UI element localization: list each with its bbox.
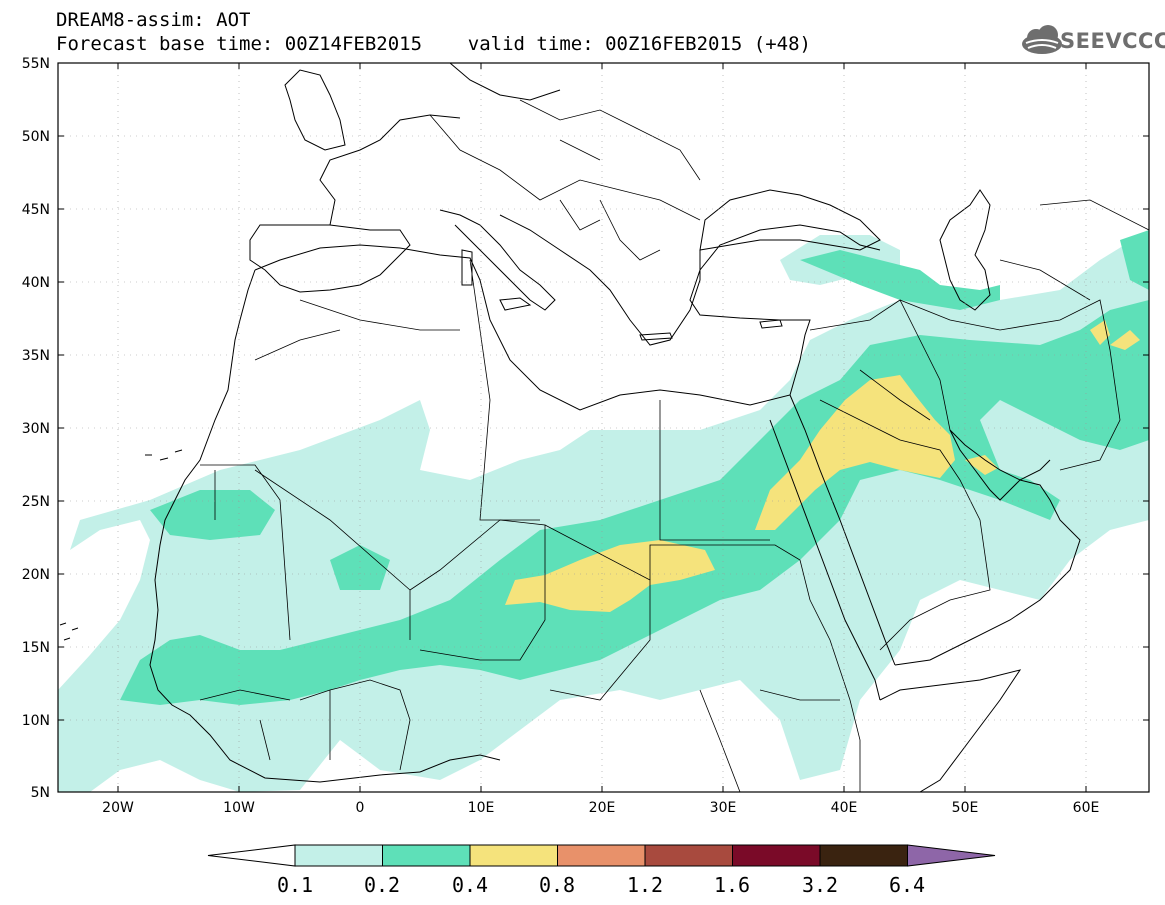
- france-coast: [319, 114, 461, 226]
- cloud-logo-icon: [1022, 25, 1062, 54]
- tick-marks: [58, 62, 1149, 793]
- colorbar-swatch: [469, 844, 558, 867]
- border-chad-sudan: [544, 524, 651, 701]
- colorbar: [207, 844, 996, 867]
- border-algeria-mali: [254, 469, 411, 640]
- border-iraq-syria: [809, 299, 951, 431]
- colorbar-swatch: [294, 844, 383, 867]
- aot-contour-0.4: [505, 320, 1140, 612]
- red-sea-west-coast: [769, 419, 881, 701]
- italy-coast: [439, 209, 556, 311]
- forecast-time-subtitle: Forecast base time: 00Z14FEB2015 valid t…: [56, 33, 811, 55]
- lon-label: 0: [356, 800, 365, 816]
- lat-label: 20N: [22, 567, 50, 583]
- lat-label: 5N: [31, 785, 50, 801]
- lat-label: 15N: [22, 640, 50, 656]
- lat-label: 45N: [22, 202, 50, 218]
- map-title: DREAM8-assim: AOT: [56, 9, 251, 31]
- colorbar-swatch: [732, 844, 821, 867]
- iberia-coast: [249, 224, 411, 293]
- persian-gulf-coast: [949, 429, 1051, 481]
- country-borders: [199, 99, 1149, 792]
- colorbar-arrow-low: [207, 844, 296, 867]
- lat-label: 30N: [22, 421, 50, 437]
- border-turkmen: [999, 199, 1149, 301]
- colorbar-swatch: [819, 844, 908, 867]
- horn-africa-coast: [879, 669, 1022, 792]
- colorbar-label: 1.6: [714, 873, 750, 897]
- lat-labels: 5N 10N 15N 20N 25N 30N 35N 40N 45N 50N 5…: [22, 56, 50, 801]
- lon-label: 10E: [468, 800, 495, 816]
- lon-label: 20E: [589, 800, 616, 816]
- caspian-coast: [939, 189, 991, 311]
- border-east-africa: [699, 599, 861, 792]
- lat-label: 10N: [22, 713, 50, 729]
- lon-labels: 20W 10W 0 10E 20E 30E 40E 50E 60E: [102, 800, 1099, 816]
- islands-coast: [461, 249, 532, 311]
- lon-label: 10W: [223, 800, 255, 816]
- colorbar-swatch: [382, 844, 471, 867]
- colorbar-label: 3.2: [802, 873, 838, 897]
- colorbar-label: 1.2: [627, 873, 663, 897]
- cape-verde-coast: [59, 622, 79, 641]
- border-morocco: [254, 299, 460, 361]
- border-west-africa: [199, 679, 411, 771]
- aot-field: [58, 230, 1149, 792]
- north-africa-coast: [254, 244, 801, 411]
- black-sea-coast: [699, 189, 881, 251]
- border-saudi: [819, 399, 991, 651]
- lat-label: 35N: [22, 348, 50, 364]
- lon-label: 30E: [710, 800, 737, 816]
- gulf-guinea-coast: [419, 754, 501, 773]
- lon-label: 60E: [1073, 800, 1100, 816]
- colorbar-label: 0.2: [364, 873, 400, 897]
- lon-label: 20W: [102, 800, 134, 816]
- colorbar-label: 0.1: [277, 873, 313, 897]
- lat-label: 50N: [22, 129, 50, 145]
- colorbar-label: 0.8: [539, 873, 575, 897]
- britain-coast: [284, 69, 346, 151]
- canary-coast: [145, 449, 183, 461]
- border-libya-egypt: [659, 400, 770, 541]
- coastlines: [59, 63, 1081, 792]
- colorbar-arrow-high: [907, 844, 996, 867]
- logo-text: SEEVCCC: [1060, 29, 1165, 53]
- colorbar-swatch: [557, 844, 646, 867]
- lat-label: 25N: [22, 494, 50, 510]
- lat-label: 40N: [22, 275, 50, 291]
- border-algeria-libya: [469, 259, 540, 521]
- colorbar-label: 6.4: [889, 873, 925, 897]
- crete-coast: [639, 319, 783, 341]
- colorbar-labels: 0.1 0.2 0.4 0.8 1.2 1.6 3.2 6.4: [277, 873, 925, 897]
- border-europe: [429, 99, 701, 261]
- west-africa-coast: [149, 269, 421, 783]
- balkan-coast: [499, 214, 701, 346]
- arabia-coast: [894, 429, 1081, 666]
- border-sudan: [649, 544, 811, 601]
- colorbar-label: 0.4: [452, 873, 488, 897]
- levant-coast: [689, 224, 881, 361]
- border-mauritania: [200, 464, 291, 641]
- colorbar-swatch: [644, 844, 733, 867]
- red-sea-east-coast: [789, 394, 896, 666]
- lat-label: 55N: [22, 56, 50, 72]
- scandinavia-coast: [449, 63, 561, 101]
- border-iran: [899, 299, 1121, 471]
- lon-label: 40E: [831, 800, 858, 816]
- lon-label: 50E: [952, 800, 979, 816]
- aot-contour-0.2: [120, 230, 1149, 705]
- border-niger: [409, 519, 546, 661]
